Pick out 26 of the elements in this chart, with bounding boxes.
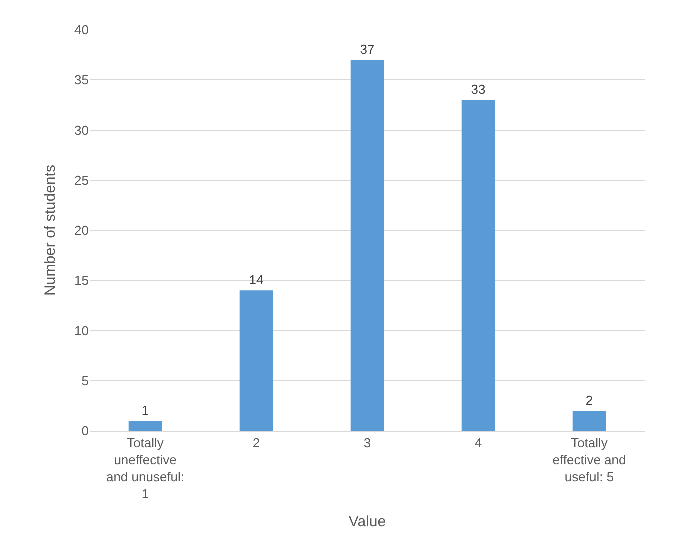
data-label: 33 (471, 82, 486, 98)
data-label: 37 (360, 42, 375, 58)
y-axis-title: Number of students (42, 165, 59, 296)
bar (240, 290, 274, 431)
y-tick-label: 15 (74, 273, 89, 288)
y-tick-label: 5 (82, 373, 89, 388)
x-tick-label: 4 (474, 436, 482, 451)
y-tick-label: 30 (74, 122, 89, 138)
bar (128, 420, 162, 431)
y-tick-label: 35 (74, 72, 89, 88)
bar (572, 410, 606, 431)
y-tick-label: 10 (74, 323, 89, 338)
data-label: 1 (142, 402, 150, 418)
x-tick-label: Totally uneffective and unuseful: 1 (106, 436, 185, 502)
data-label: 2 (586, 392, 594, 408)
y-tick-label: 20 (74, 223, 89, 238)
y-tick-label: 0 (82, 424, 89, 439)
y-tick-label: 40 (74, 22, 89, 38)
y-tick-label: 25 (74, 172, 89, 188)
bar (350, 60, 384, 431)
data-label: 14 (249, 272, 264, 288)
x-tick-label: 3 (364, 436, 372, 451)
x-tick-label: 2 (252, 436, 260, 451)
x-axis-title: Value (348, 513, 386, 530)
bar (462, 100, 496, 431)
x-tick-label: Totally effective and useful: 5 (552, 436, 626, 484)
